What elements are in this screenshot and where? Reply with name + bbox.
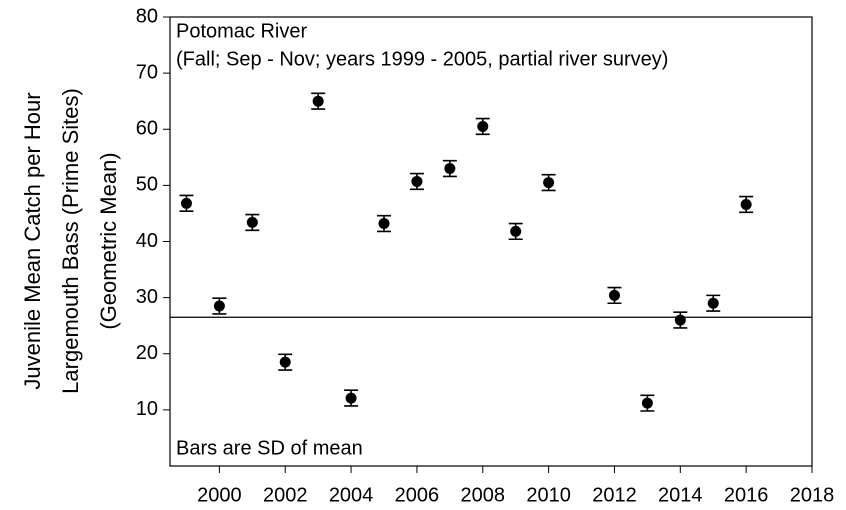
data-point: [180, 197, 192, 209]
x-tick-label: 2012: [592, 484, 637, 506]
annotation: Potomac River: [176, 20, 307, 42]
x-tick-label: 2010: [526, 484, 571, 506]
x-tick-label: 2008: [461, 484, 506, 506]
data-point: [707, 297, 719, 309]
y-axis-label: Juvenile Mean Catch per Hour: [20, 92, 45, 389]
x-tick-label: 2014: [658, 484, 703, 506]
data-point: [279, 356, 291, 368]
annotation: (Fall; Sep - Nov; years 1999 - 2005, par…: [176, 48, 668, 70]
data-point: [378, 218, 390, 230]
plot-frame: [169, 16, 813, 467]
data-point: [543, 177, 555, 189]
y-axis-label: (Geometric Mean): [96, 152, 121, 329]
data-point: [608, 289, 620, 301]
data-point: [641, 397, 653, 409]
data-point: [213, 300, 225, 312]
x-tick-label: 2004: [329, 484, 374, 506]
y-tick-label: 20: [136, 342, 158, 364]
x-tick-label: 2002: [263, 484, 308, 506]
y-tick-label: 10: [136, 398, 158, 420]
data-point: [312, 95, 324, 107]
y-tick-label: 50: [136, 174, 158, 196]
y-tick-label: 60: [136, 118, 158, 140]
x-tick-label: 2006: [395, 484, 440, 506]
y-tick-label: 40: [136, 230, 158, 252]
annotation: Bars are SD of mean: [176, 437, 363, 459]
data-point: [246, 216, 258, 228]
x-tick-label: 2000: [197, 484, 242, 506]
data-point: [345, 392, 357, 404]
data-point: [510, 225, 522, 237]
data-point: [411, 175, 423, 187]
x-tick-label: 2018: [790, 484, 835, 506]
data-point: [740, 198, 752, 210]
y-tick-label: 80: [136, 5, 158, 27]
y-axis-label: Largemouth Bass (Prime Sites): [58, 88, 83, 394]
y-tick-label: 30: [136, 286, 158, 308]
data-point: [477, 120, 489, 132]
x-tick-label: 2016: [724, 484, 769, 506]
data-point: [674, 314, 686, 326]
y-tick-label: 70: [136, 61, 158, 83]
data-point: [444, 163, 456, 175]
